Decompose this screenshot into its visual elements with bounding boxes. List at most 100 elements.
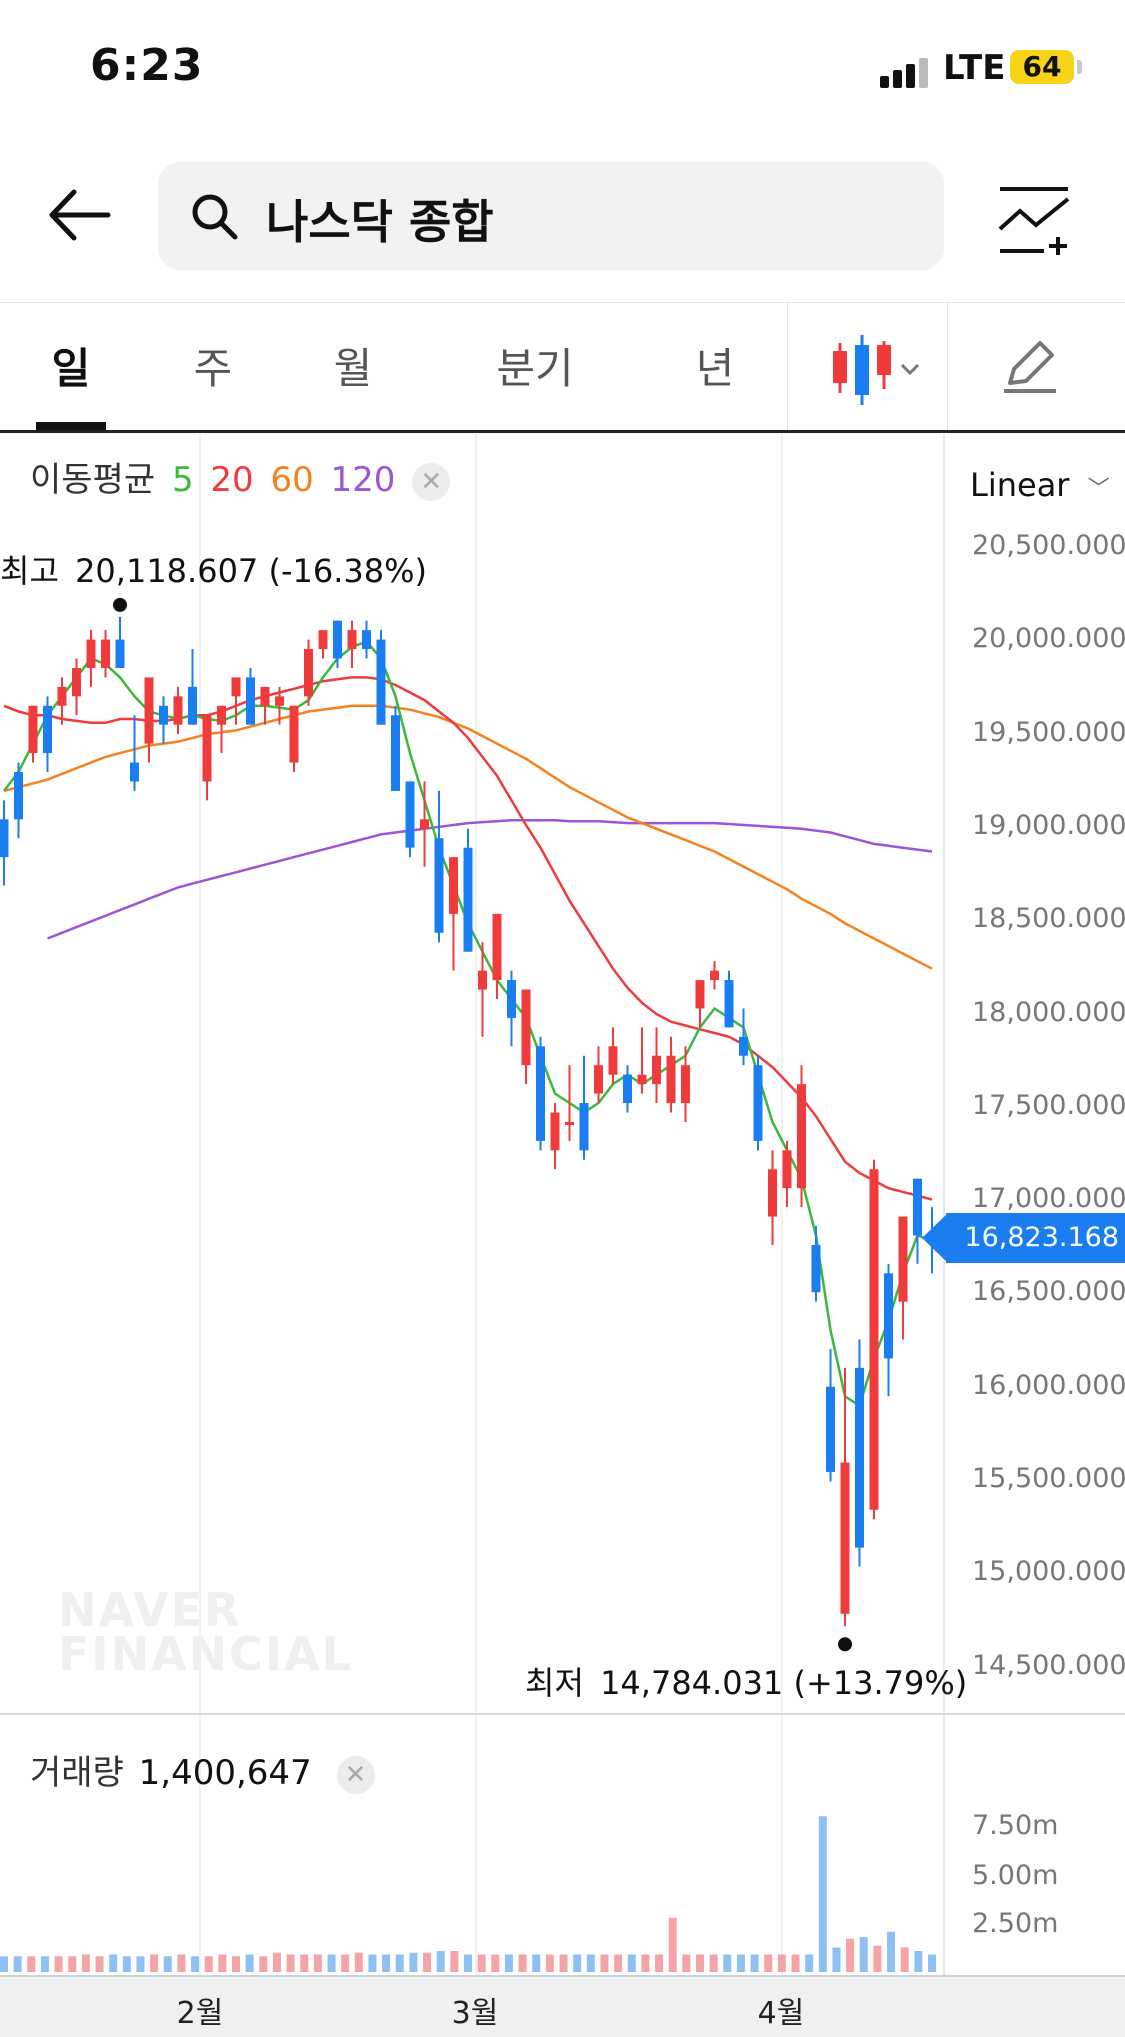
candle-body	[507, 980, 516, 1018]
price-tick: 14,500.000	[972, 1649, 1125, 1681]
close-volume-icon[interactable]: ✕	[336, 1755, 375, 1794]
candle-body	[449, 857, 458, 914]
volume-tick: 2.50m	[972, 1908, 1059, 1939]
candle-body	[579, 1103, 589, 1151]
volume-bar	[191, 1956, 200, 1972]
volume-bar	[928, 1954, 936, 1972]
volume-bar	[109, 1954, 118, 1972]
candle-body	[811, 1244, 821, 1293]
price-tick: 18,000.000	[972, 996, 1125, 1028]
candle-body	[840, 1462, 850, 1614]
volume-bar	[750, 1954, 759, 1972]
volume-bar	[668, 1917, 677, 1972]
candle-body	[289, 705, 299, 763]
volume-bar	[736, 1954, 745, 1972]
signal-icon	[880, 58, 932, 88]
ma-20: 20	[210, 460, 254, 500]
candle-body	[159, 705, 168, 725]
candle-body	[246, 677, 255, 725]
volume-bar	[682, 1954, 691, 1972]
volume-bar	[313, 1954, 322, 1972]
volume-tick: 5.00m	[972, 1860, 1059, 1891]
tab-quarter[interactable]: 분기	[496, 344, 574, 393]
network-label: LTE	[943, 48, 1006, 88]
volume-bar	[40, 1956, 49, 1972]
status-time: 6:23	[90, 40, 204, 91]
volume-bar	[873, 1945, 882, 1972]
candle-body	[28, 705, 38, 754]
close-ma-icon[interactable]: ✕	[412, 462, 451, 501]
candle-body	[86, 639, 96, 668]
tab-day[interactable]: 일	[51, 344, 91, 393]
volume-bar	[914, 1951, 923, 1972]
volume-bar	[204, 1956, 213, 1972]
price-tick: 16,500.000	[972, 1276, 1125, 1308]
volume-bar	[818, 1816, 827, 1972]
pencil-icon[interactable]	[1000, 335, 1060, 395]
volume-bar	[859, 1937, 868, 1972]
volume-bar	[477, 1954, 486, 1972]
volume-bar	[218, 1954, 227, 1972]
ma120-line	[47, 818, 933, 940]
volume-bar	[900, 1947, 909, 1972]
tab-month[interactable]: 월	[333, 344, 373, 393]
candle-body	[652, 1055, 661, 1085]
volume-bar	[395, 1954, 404, 1972]
tab-year[interactable]: 년	[695, 344, 735, 393]
candle-body	[43, 705, 52, 754]
ma-120: 120	[330, 460, 396, 500]
candle-body	[463, 847, 473, 952]
volume-bar	[122, 1956, 131, 1972]
compare-chart-icon[interactable]	[998, 185, 1073, 255]
low-annotation: 최저 14,784.031 (+13.79%)	[525, 1664, 968, 1702]
naver-financial-watermark: NAVER FINANCIAL	[58, 1583, 353, 1681]
header-divider	[0, 302, 1125, 303]
candle-body	[275, 696, 284, 706]
volume-bar	[286, 1954, 295, 1972]
candle-body	[724, 980, 734, 1028]
volume-bar	[354, 1952, 363, 1972]
volume-bar	[573, 1954, 582, 1972]
price-tag-arrow	[922, 1213, 948, 1263]
moving-average-legend: 이동평균 5 20 60 120 ✕	[30, 452, 456, 501]
volume-bar	[0, 1956, 8, 1972]
high-marker	[113, 597, 127, 612]
volume-bar	[777, 1954, 786, 1972]
price-tick: 16,000.000	[972, 1369, 1125, 1401]
volume-bar	[300, 1954, 309, 1972]
price-tick: 19,000.000	[972, 809, 1125, 841]
ma5-line	[3, 640, 933, 1408]
candle-body	[492, 913, 502, 981]
search-bar[interactable]: 나스닥 종합	[158, 162, 944, 270]
volume-bar	[586, 1954, 595, 1972]
candle-body	[710, 970, 719, 981]
candle-type-icon[interactable]	[830, 335, 940, 405]
candle-body	[521, 989, 531, 1066]
candle-body	[797, 1084, 806, 1189]
volume-bar	[150, 1954, 159, 1972]
ma-label: 이동평균	[30, 460, 156, 500]
tab-week[interactable]: 주	[193, 344, 233, 393]
volume-bar	[368, 1954, 377, 1972]
price-tick: 20,500.000	[972, 530, 1125, 561]
price-chart[interactable]	[0, 434, 1125, 1975]
candle-body	[0, 819, 9, 858]
candle-body	[14, 772, 23, 820]
back-arrow-icon[interactable]	[44, 180, 114, 250]
candle-body	[362, 630, 371, 650]
tab-divider	[947, 302, 948, 430]
volume-bar	[464, 1954, 472, 1972]
candle-body	[913, 1178, 922, 1236]
candle-body	[231, 677, 241, 697]
volume-bar	[13, 1956, 22, 1972]
scale-dropdown[interactable]: Linear ﹀	[970, 466, 1110, 504]
price-tick: 18,500.000	[972, 903, 1125, 935]
candle-body	[739, 1036, 748, 1056]
low-marker	[838, 1637, 852, 1652]
candle-body	[565, 1121, 574, 1125]
volume-tick: 7.50m	[972, 1810, 1059, 1841]
volume-bar	[327, 1954, 336, 1972]
volume-bar	[136, 1956, 145, 1972]
candle-body	[884, 1273, 893, 1359]
candle-body	[434, 838, 444, 933]
